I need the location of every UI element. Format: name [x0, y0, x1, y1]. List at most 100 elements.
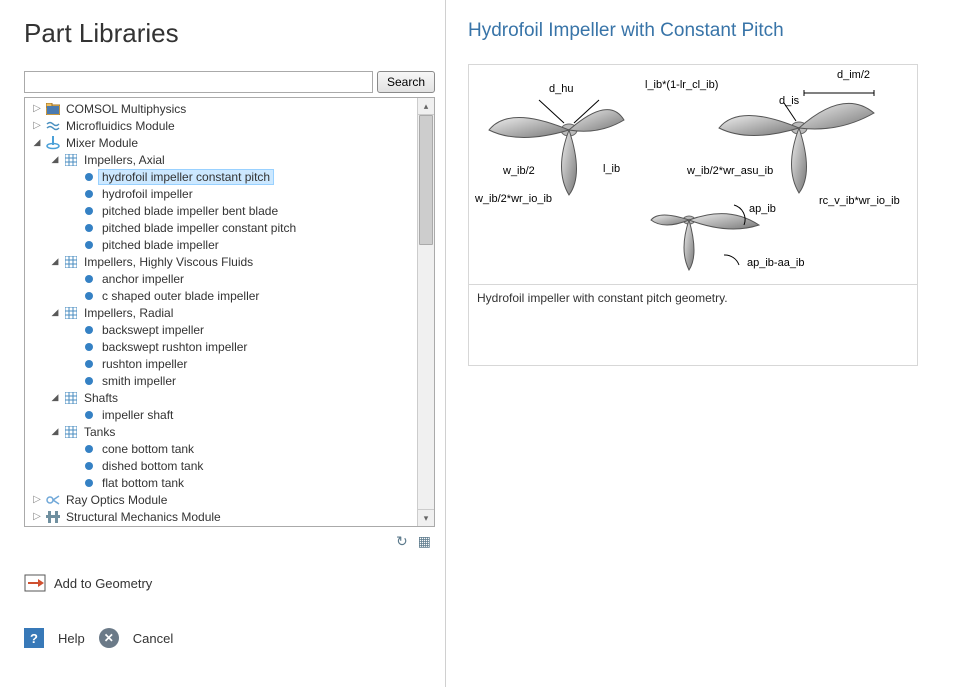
tree-node-label: backswept impeller	[99, 323, 207, 337]
detail-title: Hydrofoil Impeller with Constant Pitch	[468, 20, 943, 42]
help-icon[interactable]: ?	[24, 628, 44, 648]
tree-node-label: hydrofoil impeller	[99, 187, 196, 201]
dot-icon	[81, 220, 97, 236]
toggle-icon[interactable]	[49, 426, 61, 437]
dot-icon	[81, 203, 97, 219]
toggle-icon[interactable]	[31, 494, 43, 505]
tree-node[interactable]: dished bottom tank	[25, 457, 434, 474]
struct-icon	[45, 509, 61, 525]
tree-node[interactable]: backswept impeller	[25, 321, 434, 338]
dim-rc_v: rc_v_ib*wr_io_ib	[819, 195, 900, 207]
tree-node[interactable]: rushton impeller	[25, 355, 434, 372]
tree-node-label: smith impeller	[99, 374, 179, 388]
dot-icon	[81, 186, 97, 202]
tree-node-label: Structural Mechanics Module	[63, 510, 224, 524]
tree-node-label: dished bottom tank	[99, 459, 206, 473]
cancel-label[interactable]: Cancel	[133, 631, 173, 646]
toggle-icon[interactable]	[31, 137, 43, 148]
scroll-thumb[interactable]	[419, 115, 433, 245]
toggle-icon[interactable]	[31, 120, 43, 131]
tree-node-label: Impellers, Radial	[81, 306, 176, 320]
dim-d_im: d_im/2	[837, 69, 870, 81]
toggle-icon[interactable]	[31, 103, 43, 114]
dot-icon	[81, 458, 97, 474]
search-input[interactable]	[24, 71, 373, 93]
tree-node[interactable]: Microfluidics Module	[25, 117, 434, 134]
left-panel: Part Libraries Search COMSOL Multiphysic…	[0, 0, 446, 687]
grid-icon	[63, 424, 79, 440]
preview-caption: Hydrofoil impeller with constant pitch g…	[469, 285, 917, 365]
toggle-icon[interactable]	[31, 511, 43, 522]
dot-icon	[81, 373, 97, 389]
toggle-icon[interactable]	[49, 392, 61, 403]
dim-d_hu: d_hu	[549, 83, 573, 95]
tree-node[interactable]: Structural Mechanics Module	[25, 508, 434, 525]
tree-tools: ↻ ▦	[24, 527, 435, 550]
bottom-actions: ? Help ✕ Cancel	[24, 628, 435, 648]
tree-node[interactable]: pitched blade impeller constant pitch	[25, 219, 434, 236]
panel-title: Part Libraries	[24, 18, 435, 49]
tree-node[interactable]: impeller shaft	[25, 406, 434, 423]
dim-ap_ib: ap_ib	[749, 203, 776, 215]
tree-node[interactable]: cone bottom tank	[25, 440, 434, 457]
tree-node[interactable]: Impellers, Highly Viscous Fluids	[25, 253, 434, 270]
dim-l_ib: l_ib*(1-lr_cl_ib)	[645, 79, 718, 91]
tree-node[interactable]: Tanks	[25, 423, 434, 440]
tree-node[interactable]: Ray Optics Module	[25, 491, 434, 508]
tree-node[interactable]: flat bottom tank	[25, 474, 434, 491]
tree-node[interactable]: pitched blade impeller	[25, 236, 434, 253]
tree-node-label: pitched blade impeller constant pitch	[99, 221, 299, 235]
tree-node[interactable]: smith impeller	[25, 372, 434, 389]
tree-node-label: Microfluidics Module	[63, 119, 178, 133]
add-geometry-icon	[24, 572, 46, 594]
wave-icon	[45, 118, 61, 134]
tree-node[interactable]: backswept rushton impeller	[25, 338, 434, 355]
tree-node[interactable]: Shafts	[25, 389, 434, 406]
tree-node[interactable]: Mixer Module	[25, 134, 434, 151]
tree-node-label: COMSOL Multiphysics	[63, 102, 189, 116]
add-to-geometry[interactable]: Add to Geometry	[24, 572, 435, 594]
dim-w_asu: w_ib/2*wr_asu_ib	[687, 165, 773, 177]
dim-w_ib2: w_ib/2	[503, 165, 535, 177]
right-panel: Hydrofoil Impeller with Constant Pitch d…	[446, 0, 965, 687]
dim-w_io: w_ib/2*wr_io_ib	[475, 193, 552, 205]
tree-node[interactable]: pitched blade impeller bent blade	[25, 202, 434, 219]
dim-d_is: d_is	[779, 95, 799, 107]
grid-icon	[63, 152, 79, 168]
tree-node[interactable]: hydrofoil impeller constant pitch	[25, 168, 434, 185]
library-tree[interactable]: COMSOL Multiphysics Microfluidics ModuleM…	[25, 98, 434, 526]
tree-node[interactable]: hydrofoil impeller	[25, 185, 434, 202]
dot-icon	[81, 322, 97, 338]
tree-node-label: anchor impeller	[99, 272, 187, 286]
tree-node-label: rushton impeller	[99, 357, 190, 371]
tree-node-label: flat bottom tank	[99, 476, 187, 490]
tree-node-label: hydrofoil impeller constant pitch	[98, 169, 274, 185]
tree-node[interactable]: Impellers, Radial	[25, 304, 434, 321]
folder-icon	[45, 101, 61, 117]
tree-node-label: backswept rushton impeller	[99, 340, 250, 354]
search-button[interactable]: Search	[377, 71, 435, 93]
scrollbar[interactable]	[417, 98, 434, 526]
dim-lib: l_ib	[603, 163, 620, 175]
cancel-icon[interactable]: ✕	[99, 628, 119, 648]
grid-icon	[63, 390, 79, 406]
ray-icon	[45, 492, 61, 508]
tree-node[interactable]: Impellers, Axial	[25, 151, 434, 168]
tree-node-label: pitched blade impeller	[99, 238, 222, 252]
tree-node[interactable]: COMSOL Multiphysics	[25, 100, 434, 117]
refresh-icon[interactable]: ↻	[396, 533, 408, 550]
tree-node-label: pitched blade impeller bent blade	[99, 204, 281, 218]
help-label[interactable]: Help	[58, 631, 85, 646]
tree-node-label: cone bottom tank	[99, 442, 197, 456]
toggle-icon[interactable]	[49, 307, 61, 318]
tree-node-label: Impellers, Highly Viscous Fluids	[81, 255, 256, 269]
toggle-icon[interactable]	[49, 256, 61, 267]
tree-container: COMSOL Multiphysics Microfluidics ModuleM…	[24, 97, 435, 527]
dot-icon	[81, 441, 97, 457]
grid-tool-icon[interactable]: ▦	[418, 533, 431, 550]
tree-node[interactable]: c shaped outer blade impeller	[25, 287, 434, 304]
toggle-icon[interactable]	[49, 154, 61, 165]
add-geometry-label: Add to Geometry	[54, 576, 152, 591]
tree-node-label: c shaped outer blade impeller	[99, 289, 262, 303]
tree-node[interactable]: anchor impeller	[25, 270, 434, 287]
